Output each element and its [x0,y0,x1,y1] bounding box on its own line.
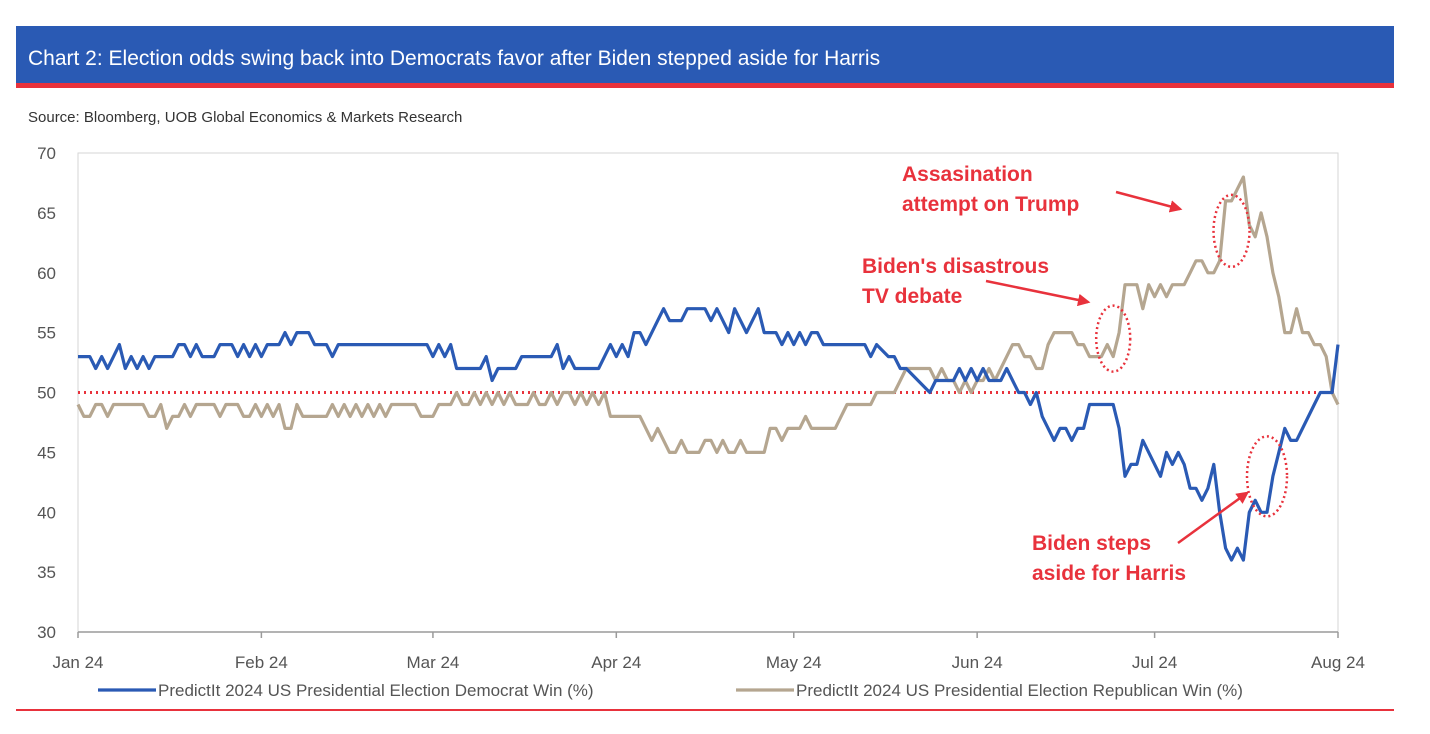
x-tick-label: Apr 24 [591,653,641,672]
y-tick-label: 40 [37,503,56,522]
legend-label: PredictIt 2024 US Presidential Election … [158,681,594,700]
x-tick-label: Aug 24 [1311,653,1365,672]
democrat-win-line [78,307,1340,562]
annotation-label: Assasination [902,163,1033,186]
x-tick-label: Jun 24 [952,653,1003,672]
y-tick-label: 30 [37,623,56,642]
x-tick-label: Mar 24 [406,653,459,672]
annotation-label: Biden steps [1032,532,1151,555]
title-banner: Chart 2: Election odds swing back into D… [16,26,1394,88]
y-tick-label: 65 [37,204,56,223]
annotation-circle [1094,304,1132,373]
republican-win-line [76,175,1340,454]
annotation-label: aside for Harris [1032,562,1186,585]
annotation-label: attempt on Trump [902,193,1079,216]
y-tick-label: 70 [37,144,56,163]
annotation-arrow [1115,190,1183,213]
x-tick-label: Feb 24 [235,653,288,672]
x-tick-label: May 24 [766,653,822,672]
x-tick-label: Jan 24 [52,653,103,672]
annotation-circle [1245,435,1289,518]
annotation-arrow [985,279,1091,307]
legend-label: PredictIt 2024 US Presidential Election … [796,681,1243,700]
legend-democrat: PredictIt 2024 US Presidential Election … [98,681,594,700]
bottom-rule [16,709,1394,711]
chart-title: Chart 2: Election odds swing back into D… [28,47,881,70]
x-tick-label: Jul 24 [1132,653,1177,672]
annotation-arrow [1177,491,1250,545]
y-tick-label: 55 [37,324,56,343]
y-tick-label: 45 [37,443,56,462]
legend-republican: PredictIt 2024 US Presidential Election … [736,681,1243,700]
annotation-label: TV debate [862,285,962,308]
annotation-label: Biden's disastrous [862,255,1049,278]
source-note: Source: Bloomberg, UOB Global Economics … [28,109,463,126]
y-tick-label: 50 [37,384,56,403]
annotation-circle [1212,193,1251,269]
y-tick-label: 60 [37,264,56,283]
y-tick-label: 35 [37,563,56,582]
